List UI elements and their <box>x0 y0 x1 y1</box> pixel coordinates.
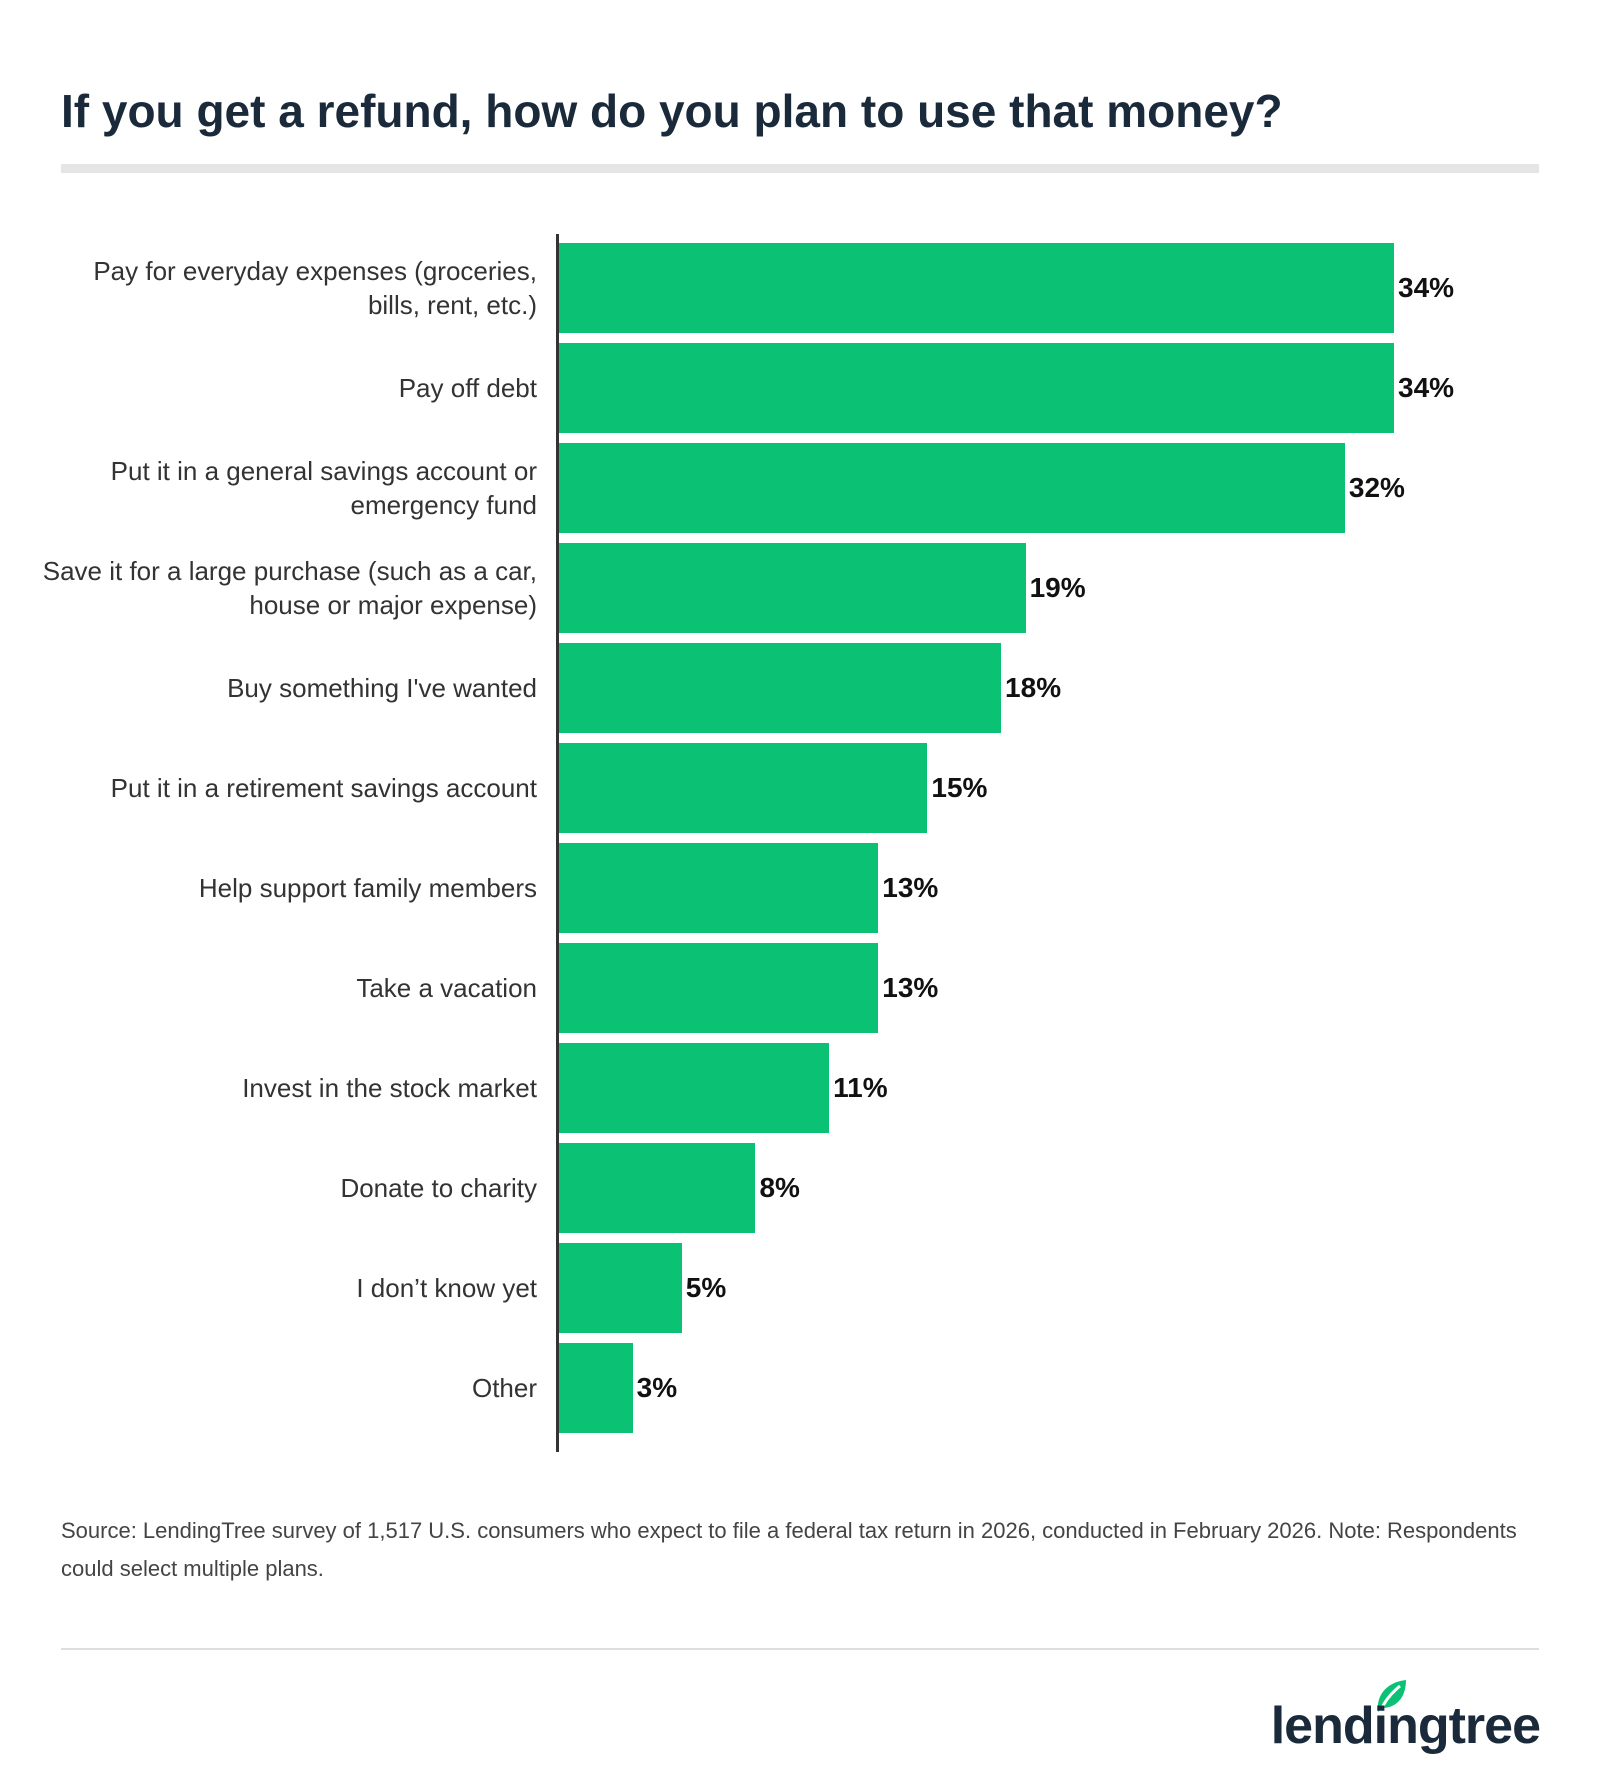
bar <box>559 843 879 933</box>
value-label: 19% <box>1029 572 1086 603</box>
value-label: 34% <box>1398 272 1455 303</box>
axis-line <box>556 234 559 1452</box>
value-label: 18% <box>1005 672 1062 703</box>
value-label: 13% <box>882 872 939 903</box>
chart-title: If you get a refund, how do you plan to … <box>61 85 1283 137</box>
value-label: 32% <box>1348 472 1405 503</box>
category-label: Pay off debt <box>398 373 537 403</box>
bar <box>559 643 1002 733</box>
value-label: 13% <box>882 972 939 1003</box>
bar <box>559 1043 830 1133</box>
title-rule <box>61 164 1539 173</box>
category-label: Invest in the stock market <box>242 1073 537 1103</box>
category-label: Donate to charity <box>340 1173 537 1203</box>
category-label: Buy something I've wanted <box>227 673 537 703</box>
source-note: Source: LendingTree survey of 1,517 U.S.… <box>61 1518 1517 1581</box>
value-label: 5% <box>685 1272 727 1303</box>
category-label: I don’t know yet <box>356 1273 537 1303</box>
category-label: Put it in a retirement savings account <box>110 773 537 803</box>
bar <box>559 343 1394 433</box>
category-label: Help support family members <box>198 873 537 903</box>
logo: lendingtree <box>1270 1697 1541 1755</box>
footer-rule <box>61 1648 1539 1650</box>
bar <box>559 1243 682 1333</box>
value-label: 3% <box>636 1372 678 1403</box>
category-label: Save it for a large purchase (such as a … <box>42 556 537 620</box>
bar <box>559 943 879 1033</box>
category-label: Take a vacation <box>356 973 537 1003</box>
bar <box>559 243 1394 333</box>
value-label: 8% <box>759 1172 800 1203</box>
category-label: Other <box>471 1373 537 1403</box>
value-label: 11% <box>833 1072 888 1103</box>
category-label: Pay for everyday expenses (groceries, bi… <box>93 256 537 320</box>
value-label: 15% <box>931 772 988 803</box>
bar <box>559 1143 756 1233</box>
bar <box>559 543 1026 633</box>
bar <box>559 743 928 833</box>
category-label: Put it in a general savings account or e… <box>110 456 537 520</box>
logo-leaf <box>1377 1680 1406 1713</box>
value-label: 34% <box>1398 372 1455 403</box>
bar <box>559 1343 633 1433</box>
bar <box>559 443 1345 533</box>
